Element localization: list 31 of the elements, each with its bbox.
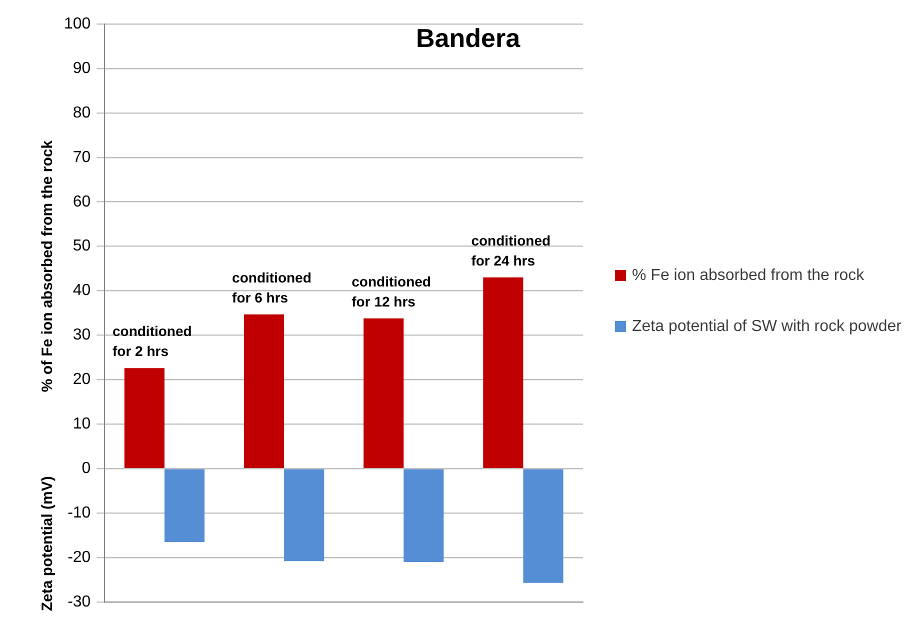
- legend-label: Zeta potential of SW with rock powder: [632, 317, 902, 337]
- y-tick-label: 40: [72, 282, 91, 300]
- y-tick-label: 0: [82, 460, 91, 478]
- bar: [164, 469, 205, 542]
- x-tick-label: conditioned for 6 hrs: [232, 269, 312, 306]
- x-tick-label: conditioned for 12 hrs: [352, 273, 431, 310]
- bar: [483, 277, 524, 468]
- bar: [404, 469, 444, 562]
- y-tick-label: 100: [64, 15, 91, 32]
- bar: [364, 318, 404, 468]
- y-tick-label: -10: [68, 504, 91, 522]
- y-tick-label: -30: [68, 593, 91, 610]
- y-tick-label: 70: [72, 148, 91, 166]
- text: Zeta potential (mV): [39, 476, 56, 612]
- x-tick-label: conditioned for 24 hrs: [471, 232, 551, 268]
- bar: [284, 469, 324, 562]
- y-tick-label: 80: [72, 104, 91, 122]
- y-tick-label: 20: [72, 371, 91, 388]
- x-tick-label: conditioned for 2 hrs: [112, 323, 192, 360]
- chart-title: Bandera: [416, 23, 521, 54]
- y-tick-label: 60: [72, 193, 91, 210]
- bar: [244, 314, 284, 468]
- y-tick-label: 30: [72, 326, 91, 344]
- bar: [523, 469, 564, 583]
- y-tick-label: 50: [72, 238, 91, 255]
- y-axis-title: % of Fe ion absorbed from the rock: [39, 140, 56, 392]
- bar: [124, 368, 164, 468]
- y-tick-label: 90: [72, 60, 91, 77]
- y-tick-label: 10: [72, 416, 91, 433]
- legend-label: % Fe ion absorbed from the rock: [632, 266, 864, 286]
- y-tick-label: -20: [68, 548, 91, 566]
